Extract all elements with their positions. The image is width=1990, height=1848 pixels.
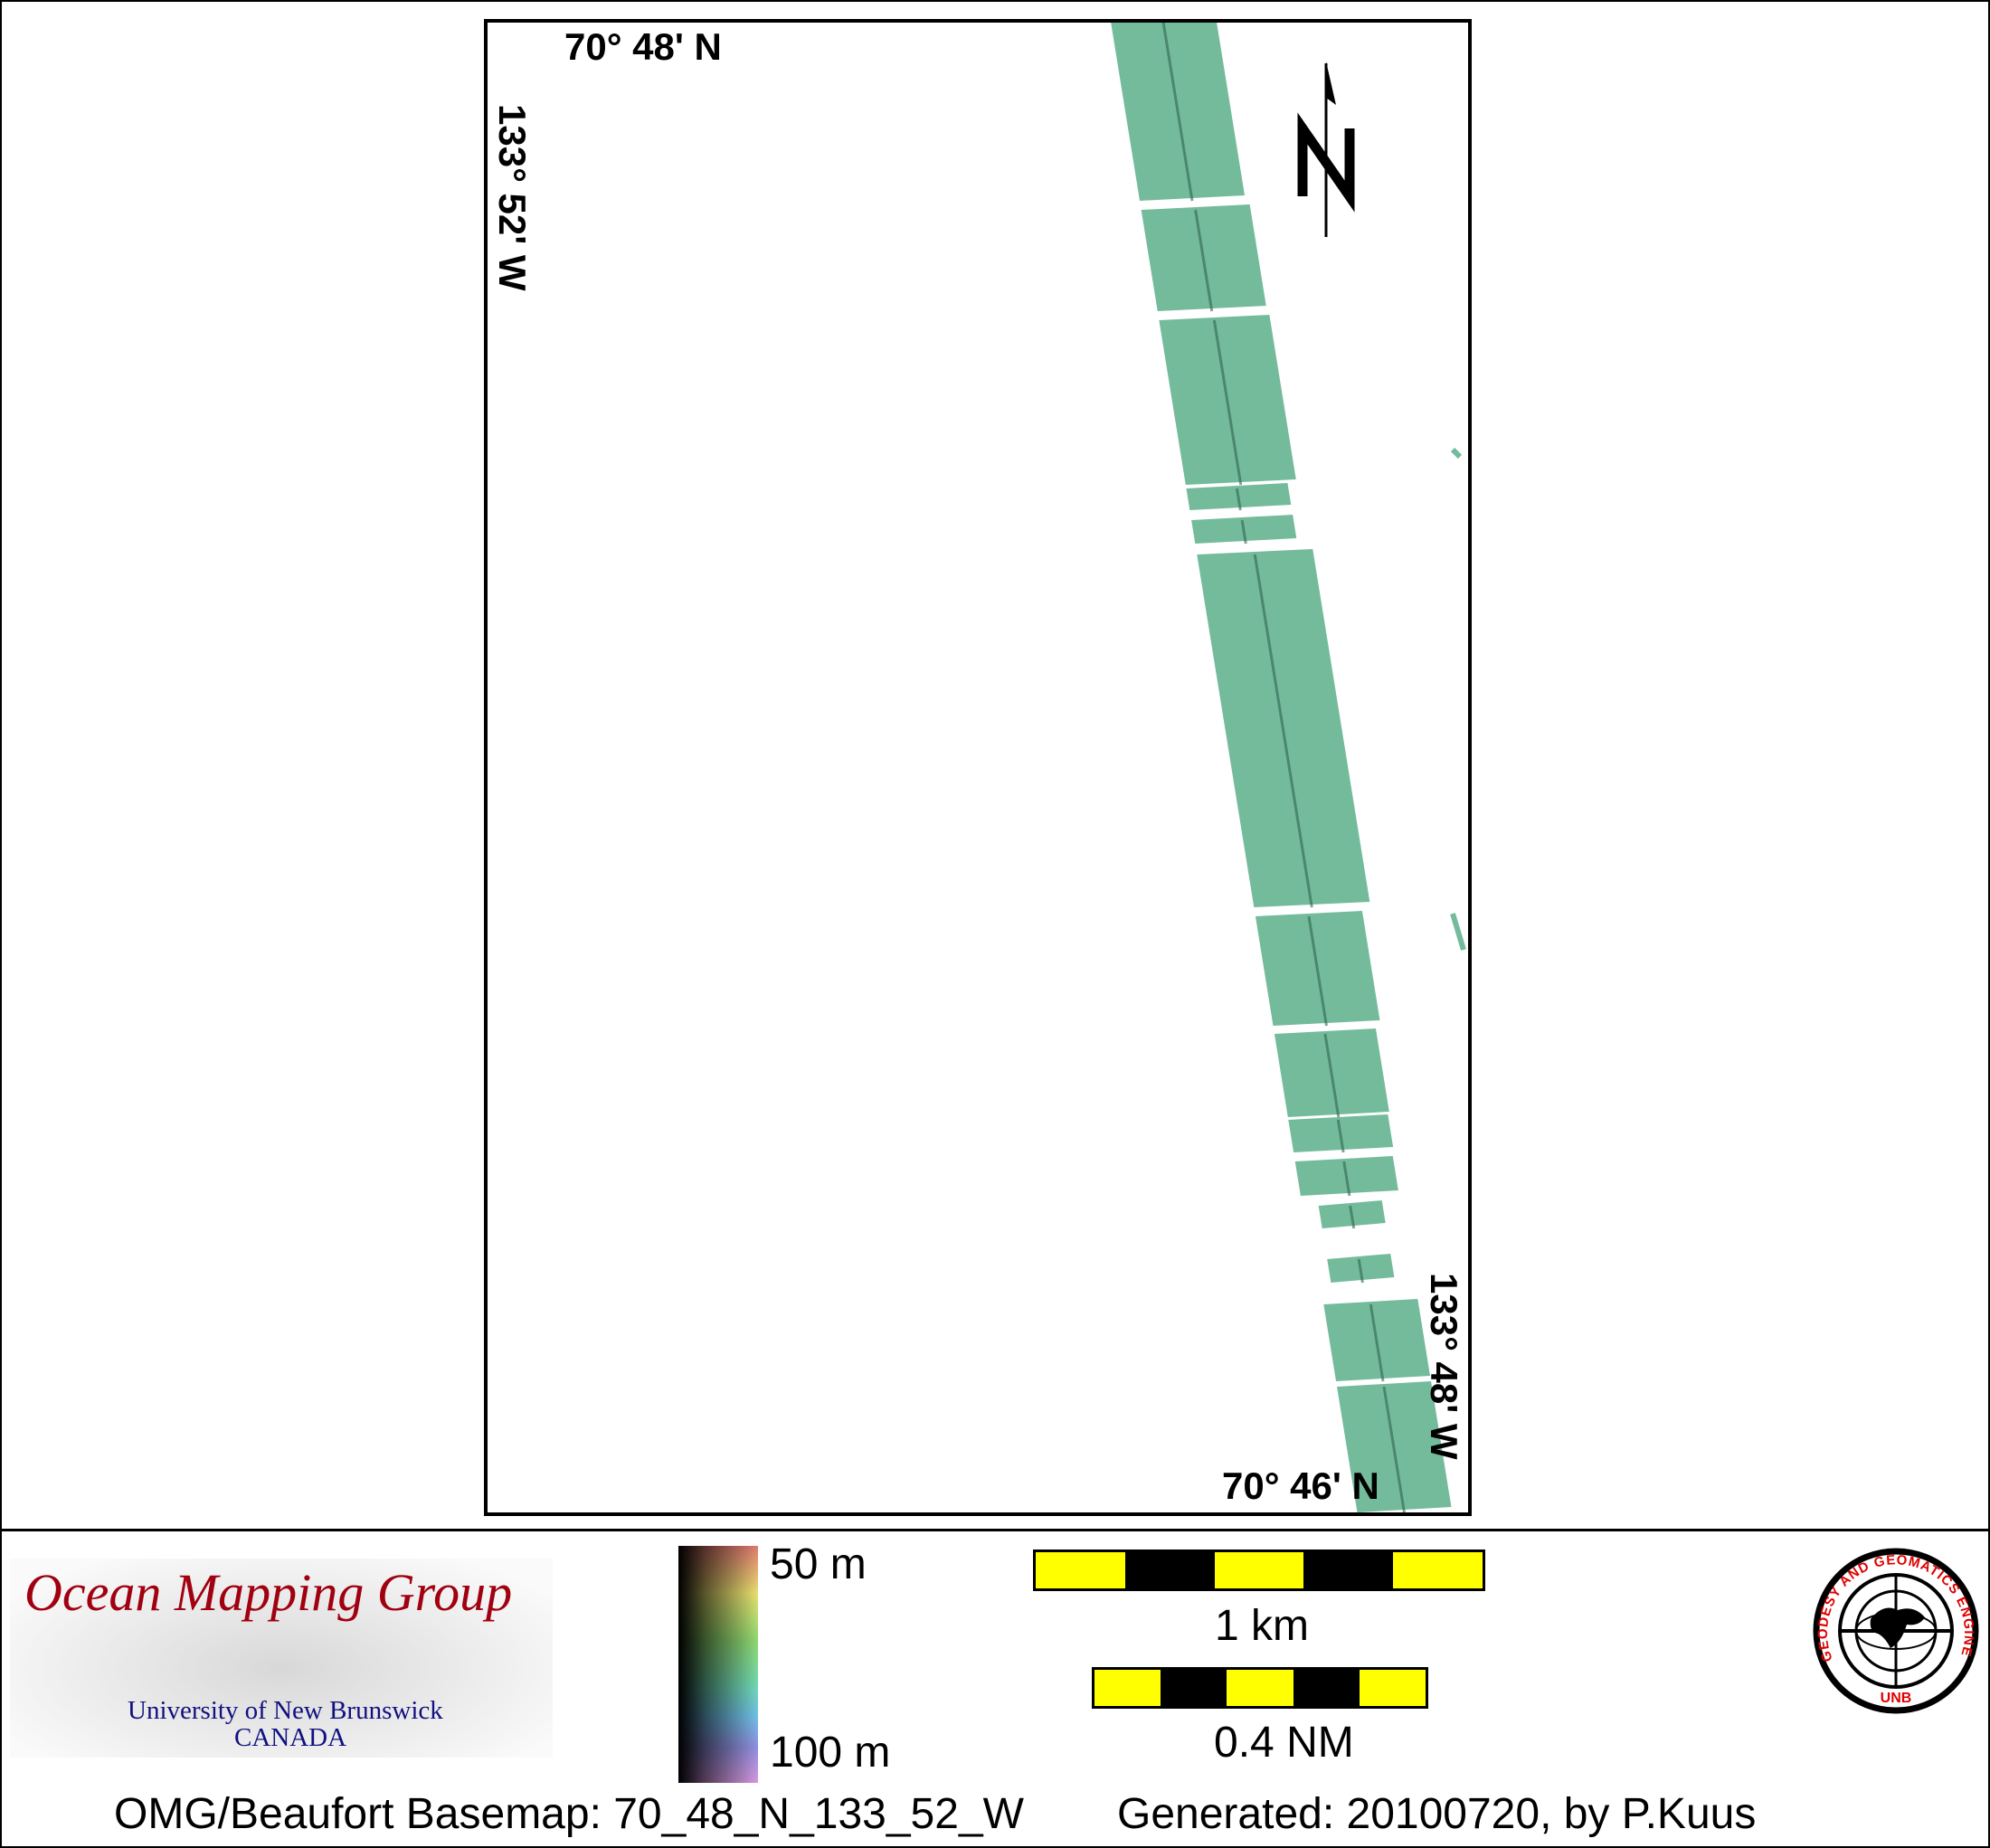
swath-nadir-line	[1235, 488, 1242, 511]
swath-nadir-line	[1253, 554, 1313, 908]
legend-divider	[0, 1529, 1990, 1531]
basemap-label: OMG/Beaufort Basemap: 70_48_N_133_52_W	[114, 1790, 1024, 1838]
north-arrow-icon	[1297, 62, 1355, 237]
swath-nadir-line	[1194, 209, 1214, 312]
lon-label-left: 133° 52' W	[491, 104, 534, 291]
swath-nadir-line	[1307, 915, 1328, 1027]
swath-fragment	[1450, 447, 1463, 460]
svg-text:UNB: UNB	[1881, 1691, 1912, 1706]
swath-nadir-line	[1161, 23, 1194, 202]
bathymetry-swath	[1111, 23, 1466, 1512]
logo-country: CANADA	[234, 1723, 347, 1752]
depth-bottom-label: 100 m	[770, 1729, 891, 1777]
lon-label-right: 133° 48' W	[1423, 1273, 1465, 1460]
swath-nadir-line	[1323, 1033, 1341, 1118]
scale-bar-nm	[1092, 1667, 1428, 1709]
swath-nadir-line	[1382, 1386, 1406, 1512]
generated-label: Generated: 20100720, by P.Kuus	[1117, 1790, 1757, 1838]
swath-nadir-line	[1240, 519, 1247, 545]
scale-km-label: 1 km	[1215, 1602, 1310, 1650]
unb-logo: GEODESY AND GEOMATICS ENGINEERING UNB	[0, 0, 1979, 1714]
logo-university: University of New Brunswick	[128, 1696, 443, 1725]
lat-label-bottom: 70° 46' N	[1222, 1464, 1379, 1507]
logo-title: Ocean Mapping Group	[24, 1563, 513, 1622]
map-frame	[484, 19, 1472, 1516]
lat-label-top: 70° 48' N	[564, 25, 722, 68]
scale-nm-label: 0.4 NM	[1214, 1719, 1354, 1767]
swath-nadir-line	[1349, 1205, 1356, 1229]
depth-top-label: 50 m	[770, 1540, 867, 1588]
swath-nadir-line	[1212, 319, 1243, 486]
swath-fragment	[1450, 913, 1466, 951]
swath-nadir-line	[1336, 1119, 1345, 1153]
swath-nadir-line	[1369, 1303, 1385, 1382]
depth-colorbar	[678, 1546, 758, 1783]
swath-nadir-line	[1357, 1258, 1364, 1284]
swath-nadir-line	[1342, 1161, 1351, 1197]
ocean-mapping-group-logo: Ocean Mapping Group University of New Br…	[10, 1559, 553, 1758]
scale-bar-km	[1033, 1549, 1485, 1591]
svg-text:GEODESY AND GEOMATICS ENGINEER: GEODESY AND GEOMATICS ENGINEERING	[0, 0, 1976, 1663]
